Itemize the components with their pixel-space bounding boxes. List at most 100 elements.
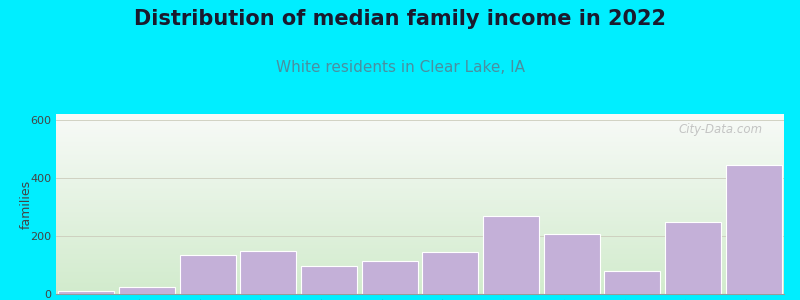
Bar [56,218,784,219]
Bar [56,158,784,159]
Bar [56,276,784,277]
Bar [56,238,784,239]
Y-axis label: families: families [19,179,32,229]
Bar [56,166,784,167]
Bar [56,266,784,267]
Bar [56,163,784,164]
Bar [56,186,784,187]
Bar [56,223,784,224]
Bar [56,176,784,177]
Bar [56,277,784,278]
Bar [56,209,784,210]
Bar [56,224,784,225]
Bar [56,162,784,163]
Bar [56,161,784,162]
Bar [56,239,784,240]
Bar [56,230,784,231]
Bar [56,118,784,119]
Bar [56,135,784,136]
Bar [56,170,784,171]
Bar [56,141,784,142]
Bar [56,179,784,180]
Bar [56,293,784,294]
Bar [56,192,784,193]
Bar [56,155,784,156]
Bar [56,232,784,233]
Bar [56,143,784,144]
Bar [56,160,784,161]
Bar [56,183,784,184]
Bar [56,126,784,127]
Bar [56,175,784,176]
Bar [56,146,784,147]
Bar [56,116,784,117]
Bar [58,291,114,294]
Bar [56,248,784,249]
Bar [56,291,784,292]
Bar [56,226,784,227]
Bar [56,123,784,124]
Bar [56,191,784,192]
Bar [56,202,784,203]
Bar [56,122,784,123]
Bar [56,221,784,222]
Bar [56,212,784,213]
Bar [56,288,784,289]
Bar [56,200,784,201]
Bar [665,222,721,294]
Bar [56,196,784,197]
Bar [56,292,784,293]
Bar [56,124,784,125]
Bar [301,266,357,294]
Bar [56,154,784,155]
Bar [56,236,784,237]
Bar [56,242,784,243]
Bar [56,257,784,258]
Bar [483,216,539,294]
Bar [56,246,784,247]
Text: City-Data.com: City-Data.com [678,123,762,136]
Bar [56,171,784,172]
Bar [56,115,784,116]
Bar [56,245,784,246]
Bar [56,231,784,232]
Bar [56,244,784,245]
Bar [605,271,660,294]
Bar [56,147,784,148]
Bar [56,203,784,204]
Bar [56,250,784,251]
Bar [56,167,784,168]
Bar [56,256,784,257]
Bar [56,140,784,141]
Bar [56,125,784,126]
Bar [56,260,784,261]
Bar [56,286,784,287]
Bar [56,215,784,216]
Bar [56,287,784,288]
Bar [56,290,784,291]
Text: White residents in Clear Lake, IA: White residents in Clear Lake, IA [275,60,525,75]
Bar [56,193,784,194]
Bar [56,129,784,130]
Bar [56,264,784,265]
Bar [56,137,784,138]
Bar [56,177,784,178]
Bar [56,178,784,179]
Bar [56,210,784,211]
Bar [362,261,418,294]
Bar [56,281,784,282]
Bar [56,153,784,154]
Bar [56,258,784,259]
Bar [56,189,784,190]
Bar [56,229,784,230]
Bar [56,282,784,283]
Bar [56,262,784,263]
Bar [56,127,784,128]
Bar [56,265,784,266]
Bar [56,219,784,220]
Bar [56,144,784,145]
Bar [56,255,784,256]
Bar [56,182,784,183]
Bar [56,119,784,120]
Bar [119,287,175,294]
